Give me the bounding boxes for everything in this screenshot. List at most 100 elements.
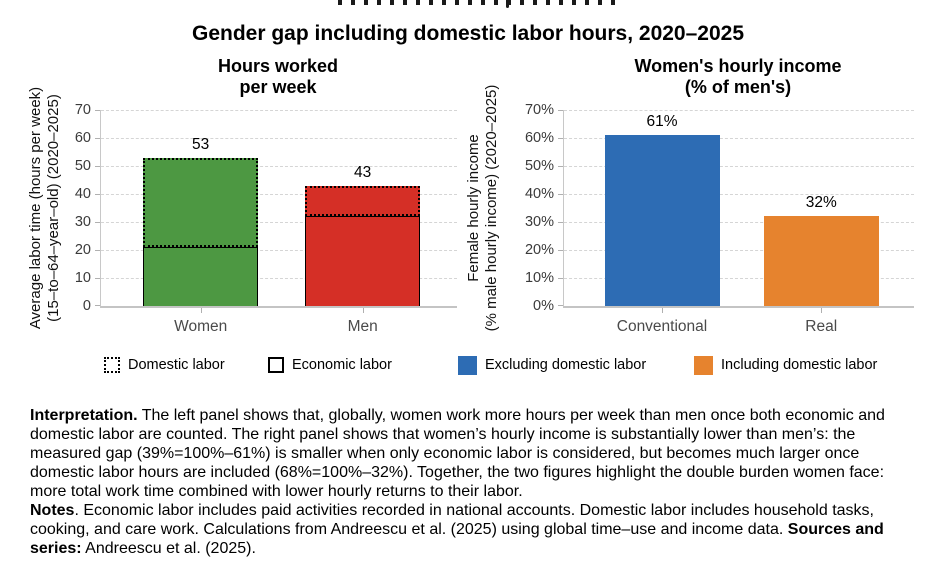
- economic-labor-swatch-icon: [268, 357, 284, 373]
- y-tick-mark: [558, 110, 563, 111]
- y-tick-mark: [95, 138, 100, 139]
- right-panel-title-line1: Women's hourly income: [634, 56, 842, 76]
- legend: Domestic labor Economic labor Excluding …: [0, 354, 936, 376]
- y-tick-mark: [558, 305, 563, 306]
- gridline: [101, 278, 457, 279]
- main-title: Gender gap including domestic labor hour…: [192, 22, 744, 45]
- x-category-label-conventional: Conventional: [616, 318, 708, 335]
- legend-item-excluding-domestic-labor: Excluding domestic labor: [458, 354, 646, 376]
- x-tick-mark: [200, 308, 202, 313]
- interpretation-paragraph: Interpretation. The left panel shows tha…: [30, 406, 916, 501]
- x-category-label-real: Real: [805, 318, 838, 335]
- y-tick-label: 30: [74, 214, 91, 230]
- y-tick-label: 30%: [524, 214, 554, 230]
- right-y-axis-label-line2: (% male hourly income) (2020–2025): [483, 84, 500, 332]
- bar-value-label-real: 32%: [805, 194, 837, 212]
- left-panel-title: Hours worked per week: [100, 56, 456, 98]
- y-tick-mark: [558, 222, 563, 223]
- y-tick-label: 50: [74, 158, 91, 174]
- bar-real: [763, 216, 879, 306]
- caption-block: Interpretation. The left panel shows tha…: [30, 406, 916, 558]
- right-panel-title: Women's hourly income (% of men's): [563, 56, 913, 98]
- legend-label: Economic labor: [292, 357, 392, 373]
- y-tick-mark: [558, 138, 563, 139]
- legend-item-economic-labor: Economic labor: [268, 354, 392, 376]
- y-tick-mark: [558, 278, 563, 279]
- left-y-axis-label-line1: Average labor time (hours per week): [27, 86, 44, 330]
- interpretation-text: The left panel shows that, globally, wom…: [30, 407, 885, 500]
- gridline: [564, 138, 914, 139]
- gridline: [101, 138, 457, 139]
- y-tick-mark: [95, 194, 100, 195]
- gridline: [564, 166, 914, 167]
- y-tick-label: 0%: [533, 298, 554, 314]
- y-tick-label: 20: [74, 242, 91, 258]
- y-tick-label: 70: [74, 102, 91, 118]
- y-tick-label: 0: [82, 298, 91, 314]
- y-tick-label: 60%: [524, 130, 554, 146]
- bar-value-label-women: 53: [192, 135, 210, 153]
- notes-label: Notes: [30, 502, 75, 519]
- y-tick-label: 70%: [524, 102, 554, 118]
- legend-item-domestic-labor: Domestic labor: [104, 354, 225, 376]
- gridline: [101, 250, 457, 251]
- y-tick-label: 20%: [524, 242, 554, 258]
- legend-item-including-domestic-labor: Including domestic labor: [694, 354, 877, 376]
- gridline: [564, 278, 914, 279]
- bar-domestic-women: [143, 157, 259, 248]
- gridline: [101, 110, 457, 111]
- bar-value-label-men: 43: [354, 163, 372, 181]
- clipped-top-title: [338, 0, 616, 5]
- domestic-labor-swatch-icon: [104, 357, 120, 373]
- gridline: [564, 250, 914, 251]
- left-y-axis-label-line2: (15–to–64–year–old) (2020–2025): [45, 94, 62, 322]
- gridline: [101, 194, 457, 195]
- y-tick-mark: [95, 166, 100, 167]
- bar-value-label-conventional: 61%: [646, 113, 678, 131]
- hourly-income-plot: 0% 10% 20% 30% 40% 50% 60% 70% 61% Conventional 32…: [525, 102, 914, 335]
- legend-label: Domestic labor: [128, 357, 225, 373]
- notes-paragraph: Notes. Economic labor includes paid acti…: [30, 501, 916, 558]
- x-category-label-men: Men: [347, 318, 378, 335]
- hours-worked-plot: 0 10 20 30 40 50 60 70 53 Women 43 Men: [75, 102, 457, 335]
- y-tick-label: 10: [74, 270, 91, 286]
- gridline: [101, 166, 457, 167]
- bar-economic-men: [305, 216, 421, 306]
- gridline: [101, 222, 457, 223]
- y-tick-label: 40: [74, 186, 91, 202]
- legend-label: Including domestic labor: [721, 357, 878, 373]
- left-y-axis-label: Average labor time (hours per week) (15–…: [27, 43, 63, 373]
- interpretation-label: Interpretation.: [30, 407, 138, 424]
- y-tick-mark: [558, 166, 563, 167]
- sources-text: Andreescu et al. (2025).: [81, 540, 256, 557]
- y-tick-mark: [558, 250, 563, 251]
- legend-label: Excluding domestic labor: [485, 357, 647, 373]
- gridline: [564, 110, 914, 111]
- clipped-top-title-comma: [506, 0, 509, 8]
- y-tick-mark: [95, 250, 100, 251]
- x-category-label-women: Women: [174, 318, 228, 335]
- y-tick-mark: [95, 305, 100, 306]
- y-tick-mark: [95, 222, 100, 223]
- x-tick-mark: [821, 308, 823, 313]
- right-y-axis-label-line1: Female hourly income: [465, 134, 482, 282]
- y-tick-label: 50%: [524, 158, 554, 174]
- y-tick-label: 40%: [524, 186, 554, 202]
- bar-conventional: [604, 135, 720, 306]
- left-panel-title-line2: per week: [239, 77, 317, 97]
- including-domestic-labor-swatch-icon: [694, 355, 713, 375]
- x-tick-mark: [662, 308, 663, 313]
- right-y-axis-label: Female hourly income (% male hourly inco…: [465, 43, 501, 373]
- right-panel-title-line2: (% of men's): [684, 77, 792, 97]
- bar-domestic-men: [305, 185, 421, 217]
- excluding-domestic-labor-swatch-icon: [458, 355, 477, 375]
- y-tick-mark: [558, 194, 563, 195]
- notes-text: . Economic labor includes paid activitie…: [30, 502, 874, 538]
- bar-economic-women: [143, 247, 259, 306]
- gridline: [564, 194, 914, 195]
- y-tick-mark: [95, 278, 100, 279]
- left-panel-title-line1: Hours worked: [217, 56, 339, 76]
- y-tick-label: 60: [74, 130, 91, 146]
- y-tick-mark: [95, 110, 100, 111]
